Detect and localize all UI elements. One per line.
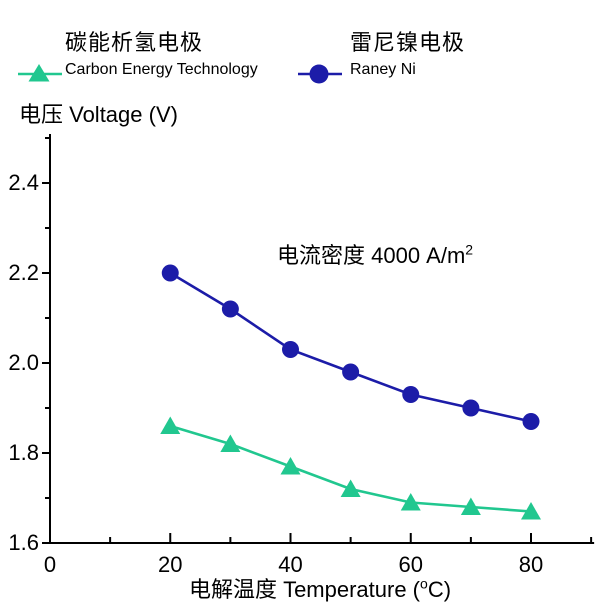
x-tick-label: 40 <box>278 552 302 577</box>
legend-label-zh: 雷尼镍电极 <box>350 30 466 55</box>
x-tick-label: 20 <box>158 552 182 577</box>
x-tick-label: 60 <box>399 552 423 577</box>
legend-marker-triangle <box>18 64 62 82</box>
legend-label-en: Carbon Energy Technology <box>65 61 258 78</box>
data-point-triangle <box>160 416 181 434</box>
data-point-circle <box>342 363 360 381</box>
legend-label-zh: 碳能析氢电极 <box>65 30 204 55</box>
series-line-triangle <box>169 424 532 513</box>
y-tick-label: 2.4 <box>8 170 39 195</box>
data-point-circle <box>221 300 239 318</box>
legend-item-carbon-energy: 碳能析氢电极 Carbon Energy Technology <box>18 30 258 82</box>
legend-label-en: Raney Ni <box>350 61 416 78</box>
data-point-triangle <box>460 497 481 515</box>
data-point-triangle <box>280 457 301 475</box>
x-axis-title-end: C) <box>427 577 452 602</box>
current-density-annotation: 电流密度 4000 A/m2 <box>277 238 473 270</box>
legend-marker-circle <box>298 64 342 84</box>
series-line-circle <box>169 271 532 423</box>
triangle-marker-icon <box>28 64 50 82</box>
x-tick-label: 0 <box>44 552 56 577</box>
data-point-circle <box>161 264 179 282</box>
circle-marker-icon <box>309 64 329 84</box>
data-point-triangle <box>340 479 361 497</box>
y-tick-label: 1.6 <box>8 530 39 555</box>
data-point-circle <box>522 413 540 430</box>
x-tick-label: 80 <box>519 552 543 577</box>
y-tick-label: 1.8 <box>8 440 39 465</box>
data-point-circle <box>282 341 299 358</box>
annotation-text: 电流密度 4000 A/m <box>277 243 466 268</box>
data-point-triangle <box>400 493 421 511</box>
data-point-triangle <box>220 434 241 452</box>
data-point-circle <box>462 399 480 417</box>
y-tick-label: 2.2 <box>8 260 39 285</box>
y-axis-title: 电压 Voltage (V) <box>19 102 178 127</box>
x-axis-title-superscript: o <box>420 575 428 592</box>
annotation-superscript: 2 <box>465 241 474 258</box>
legend-item-raney-ni: 雷尼镍电极 Raney Ni <box>298 30 466 84</box>
x-axis-title: 电解温度 Temperature (oC) <box>130 572 510 604</box>
data-point-triangle <box>521 502 541 520</box>
x-axis-title-text: 电解温度 Temperature ( <box>188 577 421 602</box>
data-point-circle <box>402 386 420 403</box>
y-tick-label: 2.0 <box>8 350 39 375</box>
